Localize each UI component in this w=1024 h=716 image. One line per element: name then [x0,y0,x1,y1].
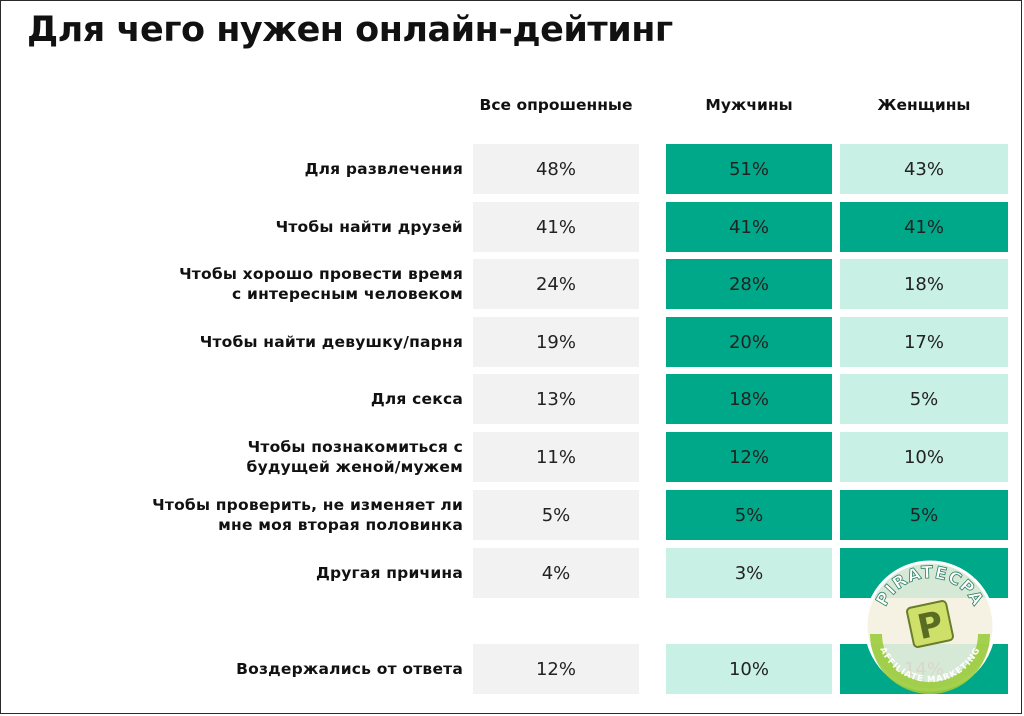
piratecpa-logo-watermark: PIRATECPA AFFILIATE MARKETING P [864,560,996,694]
row-label: Чтобы хорошо провести время с интересным … [120,259,463,309]
row-label-line: Чтобы найти друзей [275,218,463,236]
row-label-line: мне моя вторая половинка [218,516,463,534]
cell-men: 12% [666,432,832,482]
cell-women: 5% [840,490,1008,540]
row-label: Чтобы познакомиться с будущей женой/мужем [120,432,463,482]
row-label-line: будущей женой/мужем [246,458,463,476]
cell-women: 17% [840,317,1008,367]
row-label-line: Чтобы хорошо провести время [179,265,463,283]
cell-all: 5% [473,490,639,540]
cell-women: 10% [840,432,1008,482]
row-label-line: Чтобы познакомиться с [247,438,463,456]
row-label: Для развлечения [120,144,463,194]
row-label: Для секса [120,374,463,424]
column-header-women: Женщины [877,96,971,114]
cell-men: 3% [666,548,832,598]
cell-men: 5% [666,490,832,540]
row-label: Воздержались от ответа [120,644,463,694]
cell-all: 24% [473,259,639,309]
cell-men: 41% [666,202,832,252]
row-label-line: Чтобы найти девушку/парня [199,333,463,351]
cell-women: 41% [840,202,1008,252]
row-label-line: Для развлечения [304,160,463,178]
cell-all: 12% [473,644,639,694]
cell-women: 5% [840,374,1008,424]
row-label-line: Воздержались от ответа [236,660,463,678]
cell-men: 20% [666,317,832,367]
cell-all: 41% [473,202,639,252]
cell-men: 51% [666,144,832,194]
cell-men: 28% [666,259,832,309]
column-header-all: Все опрошенные [479,96,633,114]
row-label-line: Чтобы проверить, не изменяет ли [152,496,463,514]
cell-all: 11% [473,432,639,482]
row-label: Чтобы найти девушку/парня [120,317,463,367]
cell-all: 4% [473,548,639,598]
column-header-men: Мужчины [705,96,793,114]
cell-men: 18% [666,374,832,424]
cell-women: 43% [840,144,1008,194]
row-label: Другая причина [120,548,463,598]
row-label-line: Другая причина [315,564,463,582]
cell-women: 18% [840,259,1008,309]
cell-all: 13% [473,374,639,424]
page-title: Для чего нужен онлайн-дейтинг [27,10,673,50]
row-label-line: с интересным человеком [232,285,463,303]
row-label-line: Для секса [370,390,463,408]
row-label: Чтобы найти друзей [120,202,463,252]
cell-all: 19% [473,317,639,367]
cell-men: 10% [666,644,832,694]
cell-all: 48% [473,144,639,194]
row-label: Чтобы проверить, не изменяет ли мне моя в… [120,490,463,540]
